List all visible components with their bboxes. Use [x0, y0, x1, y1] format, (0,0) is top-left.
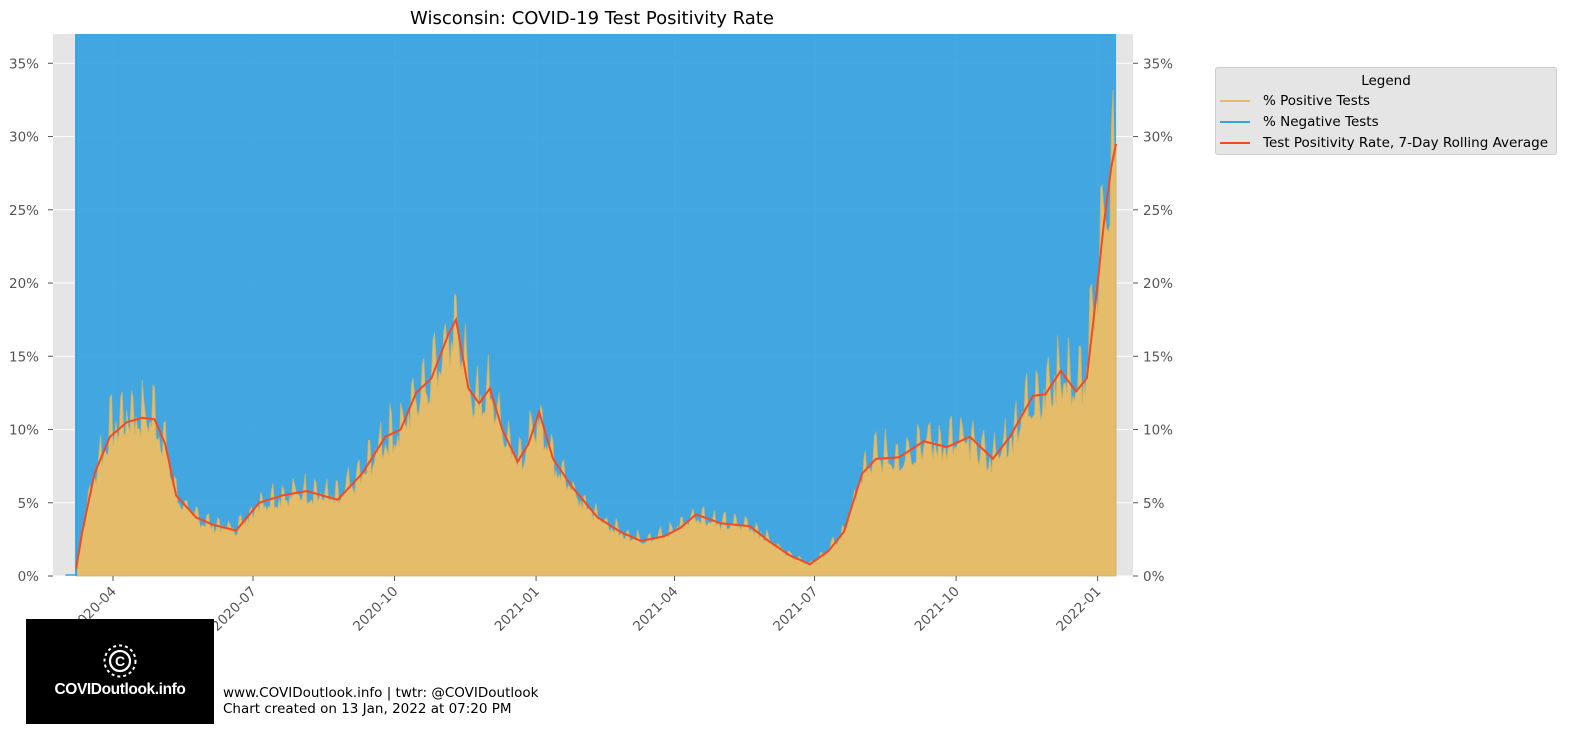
- y-tick-label-right: 15%: [1143, 349, 1173, 365]
- y-tick-label-right: 0%: [1143, 569, 1165, 585]
- y-tick-label-left: 25%: [9, 203, 39, 219]
- positive-tests-area: [75, 89, 1117, 577]
- x-tick-label: 2021-04: [630, 584, 681, 635]
- site-logo: C COVIDoutlook.info: [26, 619, 214, 724]
- legend-item-rolling: Test Positivity Rate, 7-Day Rolling Aver…: [1216, 132, 1556, 153]
- footer-created-line: Chart created on 13 Jan, 2022 at 07:20 P…: [223, 700, 512, 717]
- x-tick-label: 2021-10: [912, 584, 963, 635]
- legend-swatch-negative: [1220, 120, 1250, 123]
- line-layer: [65, 34, 1118, 576]
- rolling-average-line: [75, 143, 1118, 569]
- x-tick-label: 2021-07: [770, 584, 821, 635]
- y-tick-label-left: 20%: [9, 276, 39, 292]
- y-tick-label-left: 5%: [18, 496, 40, 512]
- legend: Legend % Positive Tests % Negative Tests…: [1215, 67, 1557, 155]
- legend-item-negative: % Negative Tests: [1216, 111, 1556, 132]
- y-tick-label-left: 35%: [9, 56, 39, 72]
- y-tick-label-right: 10%: [1143, 423, 1173, 439]
- x-tick-label: 2020-07: [209, 584, 260, 635]
- footer-credits: www.COVIDoutlook.info | twtr: @COVIDoutl…: [223, 685, 539, 717]
- y-tick-label-right: 20%: [1143, 276, 1173, 292]
- x-tick-label: 2022-01: [1053, 584, 1104, 635]
- legend-label-negative: % Negative Tests: [1263, 113, 1379, 130]
- y-tick-label-left: 0%: [18, 569, 40, 585]
- svg-text:C: C: [115, 653, 125, 669]
- y-tick-label-right: 5%: [1143, 496, 1165, 512]
- y-tick-label-right: 35%: [1143, 56, 1173, 72]
- legend-swatch-rolling: [1220, 141, 1250, 144]
- y-tick-label-right: 30%: [1143, 130, 1173, 146]
- y-tick-label-left: 10%: [9, 423, 39, 439]
- virus-c-logo-icon: C: [103, 644, 137, 678]
- chart-title: Wisconsin: COVID-19 Test Positivity Rate: [410, 8, 774, 29]
- legend-label-positive: % Positive Tests: [1263, 92, 1371, 109]
- x-tick-label: 2020-10: [350, 584, 401, 635]
- legend-title: Legend: [1361, 73, 1411, 89]
- y-tick-label-left: 15%: [9, 349, 39, 365]
- x-tick-label: 2021-01: [492, 584, 543, 635]
- logo-text: COVIDoutlook.info: [54, 681, 186, 698]
- legend-item-positive: % Positive Tests: [1216, 90, 1556, 111]
- footer-site-line: www.COVIDoutlook.info | twtr: @COVIDoutl…: [223, 685, 539, 701]
- legend-swatch-positive: [1220, 99, 1250, 102]
- area-layer: [75, 34, 1117, 577]
- y-tick-label-right: 25%: [1143, 203, 1173, 219]
- y-tick-label-left: 30%: [9, 130, 39, 146]
- legend-label-rolling: Test Positivity Rate, 7-Day Rolling Aver…: [1263, 134, 1549, 151]
